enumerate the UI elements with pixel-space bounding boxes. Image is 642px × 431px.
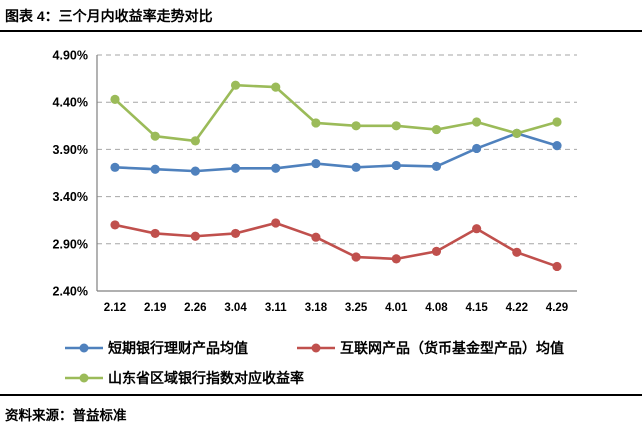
data-point: [431, 124, 442, 135]
data-point: [190, 231, 200, 241]
x-tick-label: 2.26: [184, 302, 206, 314]
x-tick-label: 3.04: [224, 302, 247, 314]
data-point: [150, 164, 160, 174]
data-point: [110, 220, 120, 230]
y-tick-label: 4.40%: [53, 96, 88, 110]
data-point: [311, 118, 321, 128]
data-point: [351, 252, 361, 262]
legend-label: 山东省区域银行指数对应收益率: [108, 370, 304, 386]
x-tick-labels: 2.12 2.19 2.26 3.04 3.11 3.18 3.25 4.01 4.08 4.15…: [104, 302, 568, 314]
gridlines: [97, 54, 577, 245]
data-point: [552, 141, 562, 151]
data-point: [351, 121, 361, 131]
data-point: [110, 94, 120, 104]
data-point: [271, 218, 281, 228]
chart-legend: 短期银行理财产品均值 互联网产品（货币基金型产品）均值 山东省区域银行指数对应收…: [64, 336, 624, 396]
legend-item-shandong-index: 山东省区域银行指数对应收益率: [64, 368, 304, 388]
y-tick-label: 3.90%: [53, 143, 88, 157]
data-point: [552, 261, 562, 272]
data-point: [271, 163, 281, 173]
legend-label: 互联网产品（货币基金型产品）均值: [340, 340, 564, 356]
data-point: [110, 162, 120, 172]
y-tick-label: 2.40%: [53, 285, 88, 299]
series-2: [110, 80, 562, 146]
legend-label: 短期银行理财产品均值: [108, 340, 248, 356]
y-tick-label: 2.90%: [53, 237, 88, 251]
x-tick-label: 4.15: [465, 302, 488, 314]
x-tick-label: 3.18: [305, 302, 328, 314]
data-point: [512, 247, 522, 257]
axes: [96, 55, 577, 292]
data-point: [351, 162, 361, 172]
source-note: 资料来源：普益标准: [5, 408, 127, 423]
legend-marker-line-dot-icon: [65, 373, 103, 383]
legend-row: 山东省区域银行指数对应收益率: [64, 366, 624, 390]
series-0: [110, 128, 562, 176]
data-point: [190, 136, 200, 146]
x-tick-label: 3.25: [345, 302, 368, 314]
data-point: [512, 128, 522, 138]
data-point: [472, 224, 482, 234]
x-tick-label: 4.08: [425, 302, 448, 314]
data-point: [230, 163, 241, 173]
x-tick-label: 3.11: [265, 302, 287, 314]
series-line: [113, 83, 559, 143]
data-point: [431, 246, 442, 256]
data-point: [150, 131, 160, 141]
series-line: [113, 132, 559, 173]
figure-title: 图表 4：三个月内收益率走势对比: [5, 8, 213, 24]
data-point: [230, 80, 241, 90]
data-point: [271, 82, 281, 92]
y-tick-label: 3.40%: [53, 190, 88, 204]
data-point: [552, 117, 562, 127]
x-tick-label: 4.01: [385, 302, 408, 314]
data-point: [230, 228, 241, 239]
line-chart: 2.40%2.90%3.40%3.90%4.40%4.90%2.12 2.19 2.…: [53, 49, 577, 314]
data-point: [391, 121, 401, 131]
legend-item-internet-fund: 互联网产品（货币基金型产品）均值: [296, 338, 564, 358]
series-line: [113, 221, 559, 268]
legend-marker-line-dot-icon: [297, 343, 335, 353]
title-divider: [0, 30, 642, 32]
x-tick-label: 2.19: [144, 302, 166, 314]
data-point: [472, 143, 482, 154]
data-point: [311, 158, 321, 169]
data-point: [431, 161, 442, 171]
x-tick-label: 4.29: [546, 302, 568, 314]
legend-item-bank-wealth: 短期银行理财产品均值: [64, 338, 296, 358]
data-point: [391, 160, 401, 171]
data-point: [190, 166, 200, 176]
y-tick-label: 4.90%: [53, 49, 88, 63]
data-point: [150, 228, 160, 239]
data-point: [472, 117, 482, 127]
x-tick-label: 2.12: [104, 302, 126, 314]
legend-row: 短期银行理财产品均值 互联网产品（货币基金型产品）均值: [64, 336, 624, 360]
data-point: [391, 254, 401, 264]
legend-marker-line-dot-icon: [65, 343, 103, 353]
series-1: [110, 218, 562, 272]
y-tick-labels: 2.40% 2.90% 3.40% 3.90% 4.40% 4.90%: [53, 49, 88, 299]
x-tick-label: 4.22: [506, 302, 528, 314]
footer-divider: [0, 394, 642, 396]
data-point: [311, 232, 321, 242]
